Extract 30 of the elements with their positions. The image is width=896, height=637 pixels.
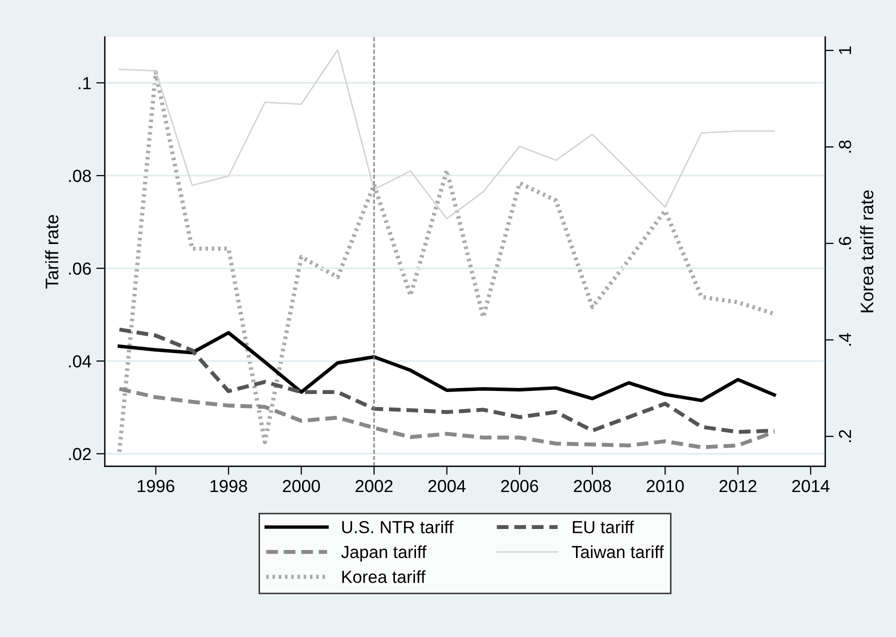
y2-axis-title: Korea tariff rate: [860, 190, 874, 312]
y2-tick-label: .2: [838, 430, 851, 442]
legend-label: U.S. NTR tariff: [342, 520, 454, 534]
x-tick-label: 1998: [210, 480, 248, 492]
line-series: [118, 331, 776, 402]
x-tick-label: 2004: [428, 480, 466, 492]
x-tick-label: 2002: [356, 480, 393, 492]
x-tick-label: 2006: [501, 480, 538, 492]
legend-label: EU tariff: [572, 520, 634, 534]
y-tick-label: .1: [78, 77, 91, 90]
y2-tick-label: .6: [838, 236, 852, 250]
legend-label: Korea tariff: [342, 570, 426, 584]
x-tick-label: 2012: [719, 480, 756, 492]
y-tick-label: .06: [69, 262, 91, 275]
y2-tick-label: .4: [839, 333, 851, 346]
x-tick-label: 1996: [138, 480, 174, 492]
y2-tick-label: .8: [838, 140, 852, 153]
y2-tick-label: 1: [839, 46, 851, 54]
line-series: [118, 49, 775, 220]
y-tick-label: .08: [69, 170, 91, 182]
y-axis-title: Tariff rate: [45, 214, 58, 289]
y-tick-label: .02: [69, 448, 91, 460]
x-tick-label: 2000: [282, 480, 320, 492]
x-tick-label: 2014: [792, 480, 830, 492]
x-tick-label: 2008: [574, 480, 611, 492]
line-series: [117, 328, 776, 434]
y-tick-label: .04: [69, 355, 92, 368]
legend-label: Taiwan tariff: [572, 545, 664, 558]
legend-label: Japan tariff: [341, 545, 427, 562]
x-tick-label: 2010: [646, 480, 684, 492]
